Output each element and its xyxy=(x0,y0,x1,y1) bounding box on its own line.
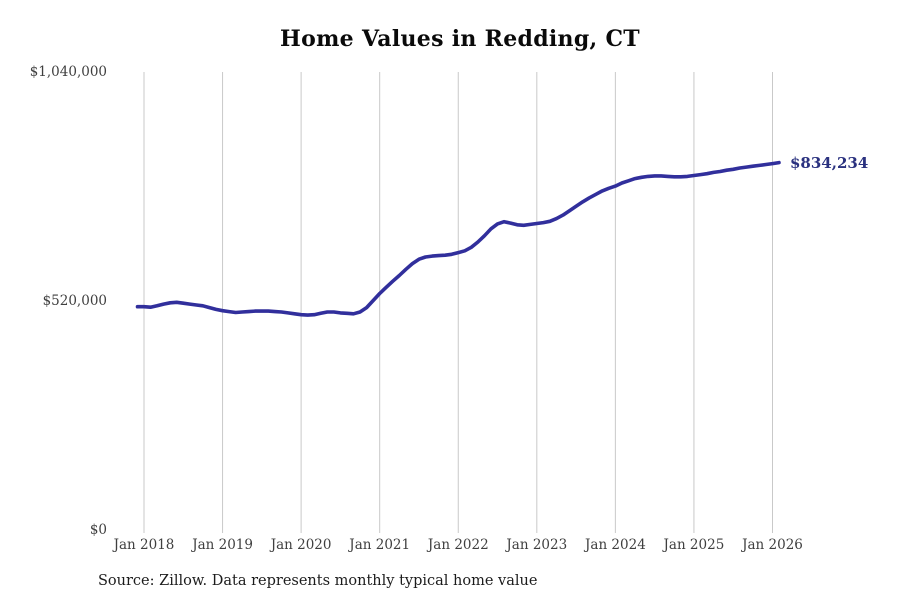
x-tick-label: Jan 2021 xyxy=(349,537,411,553)
x-tick-label: Jan 2023 xyxy=(506,537,568,553)
x-tick-label: Jan 2026 xyxy=(742,537,803,553)
latest-value-label: $834,234 xyxy=(790,153,869,172)
y-tick-label: $1,040,000 xyxy=(29,64,107,80)
home-value-line xyxy=(135,160,781,317)
x-tick-label: Jan 2018 xyxy=(113,537,175,553)
x-tick-label: Jan 2024 xyxy=(584,537,646,553)
chart-title: Home Values in Redding, CT xyxy=(280,26,640,52)
x-tick-label: Jan 2019 xyxy=(192,537,253,553)
y-tick-label: $0 xyxy=(89,522,107,538)
source-note: Source: Zillow. Data represents monthly … xyxy=(98,573,538,589)
y-tick-label: $520,000 xyxy=(42,293,107,309)
x-tick-label: Jan 2020 xyxy=(270,537,332,553)
x-tick-label: Jan 2025 xyxy=(663,537,725,553)
x-tick-label: Jan 2022 xyxy=(427,537,489,553)
